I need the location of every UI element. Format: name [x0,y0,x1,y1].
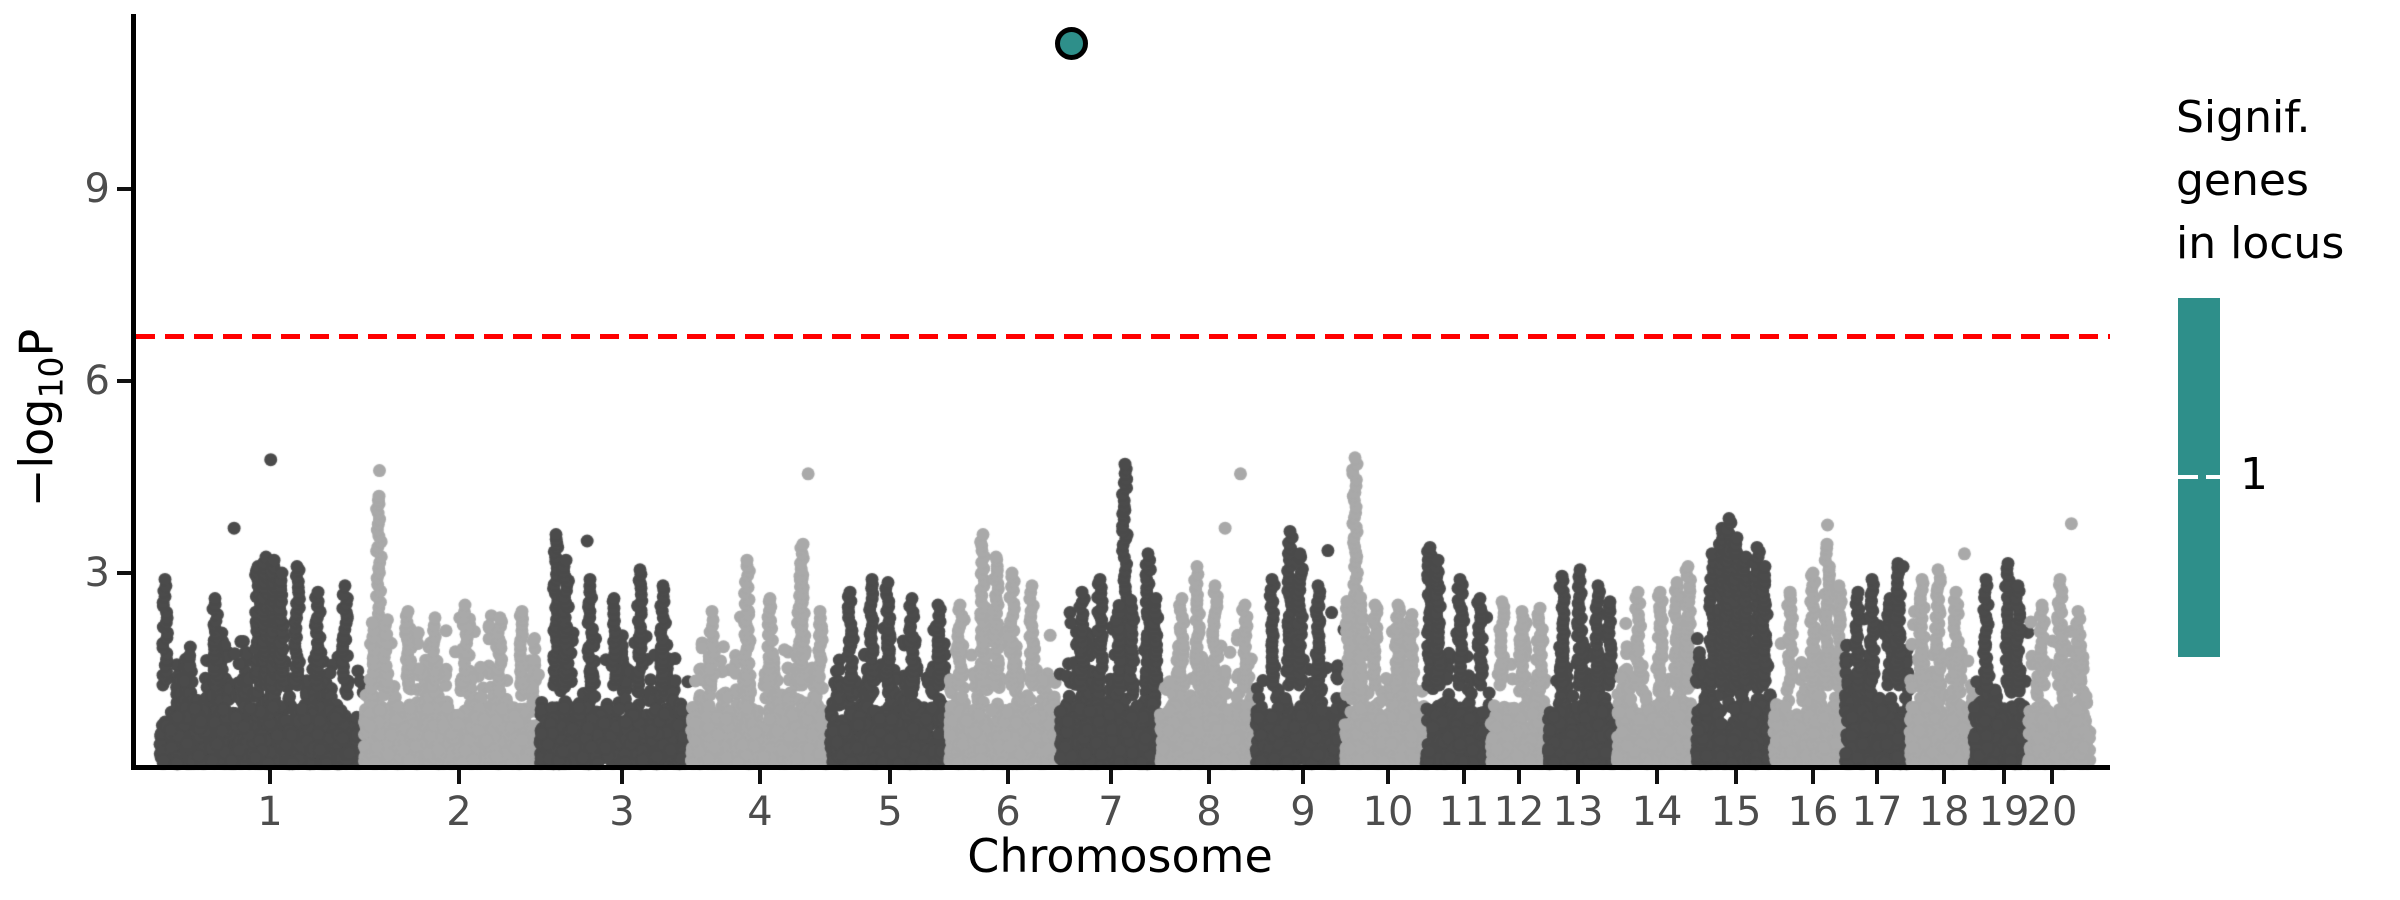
x-tick-mark [888,770,892,784]
x-tick-label: 15 [1710,789,1762,835]
y-tick-label: 3 [84,550,110,596]
y-tick-mark [117,571,131,575]
x-tick-label: 7 [1098,789,1124,835]
x-tick-mark [2002,770,2006,784]
x-tick-mark [1811,770,1815,784]
x-tick-label: 13 [1552,789,1604,835]
x-tick-label: 18 [1918,789,1970,835]
x-axis-title: Chromosome [967,829,1273,883]
x-tick-mark [1655,770,1659,784]
legend-colorbar-tick-label: 1 [2240,449,2268,500]
legend-colorbar-tick-dash [2206,475,2220,479]
x-tick-mark [268,770,272,784]
y-tick-label: 9 [84,166,110,212]
x-tick-label: 1 [257,789,283,835]
x-tick-mark [1207,770,1211,784]
x-axis-line [131,765,2110,770]
y-tick-label: 6 [84,358,110,404]
x-tick-label: 14 [1631,789,1683,835]
legend-title: Signif. genes in locus [2176,86,2344,275]
x-tick-mark [1006,770,1010,784]
y-tick-mark [117,379,131,383]
x-tick-mark [1301,770,1305,784]
x-tick-label: 6 [995,789,1021,835]
x-tick-mark [1386,770,1390,784]
x-tick-mark [1576,770,1580,784]
legend-title-line: in locus [2176,218,2345,269]
x-tick-mark [457,770,461,784]
x-tick-mark [1734,770,1738,784]
x-tick-label: 2 [446,789,472,835]
x-tick-mark [620,770,624,784]
x-tick-mark [2050,770,2054,784]
x-tick-mark [758,770,762,784]
y-axis-line [131,14,136,770]
y-axis-title-prefix: −log [9,398,64,508]
highlighted-significant-point [1055,27,1088,61]
x-tick-label: 3 [609,789,635,835]
y-axis-title-suffix: P [9,328,64,357]
x-tick-label: 4 [747,789,773,835]
y-axis-title: −log10P [9,329,74,507]
x-tick-label: 12 [1493,789,1545,835]
x-tick-label: 20 [2026,789,2078,835]
legend-title-line: Signif. [2176,92,2311,143]
y-tick-mark [117,187,131,191]
significance-threshold-line [136,334,2110,340]
legend-title-line: genes [2176,155,2309,206]
x-tick-label: 5 [877,789,903,835]
x-tick-mark [1517,770,1521,784]
x-tick-label: 8 [1196,789,1222,835]
x-tick-label: 17 [1851,789,1903,835]
x-tick-mark [1462,770,1466,784]
x-tick-mark [1942,770,1946,784]
legend-colorbar-tick-dash [2178,475,2198,479]
x-tick-label: 16 [1787,789,1839,835]
x-tick-label: 19 [1978,789,2030,835]
x-tick-mark [1875,770,1879,784]
x-tick-label: 10 [1362,789,1414,835]
x-tick-label: 11 [1438,789,1490,835]
x-tick-label: 9 [1290,789,1316,835]
x-tick-mark [1109,770,1113,784]
